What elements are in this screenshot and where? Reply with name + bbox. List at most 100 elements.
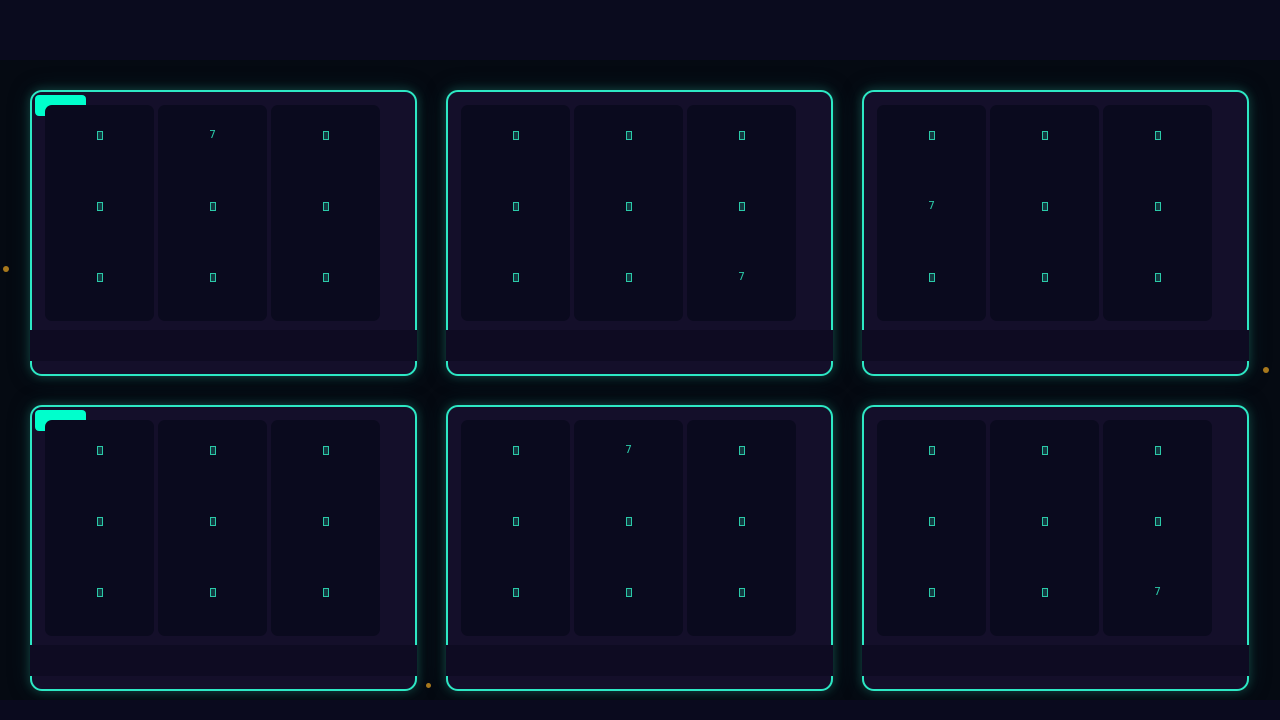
cell-glyph (877, 270, 986, 284)
card-column (990, 105, 1099, 321)
card-1[interactable]: 7 (30, 90, 417, 376)
cell-glyph (45, 585, 154, 599)
card-4[interactable] (30, 405, 417, 691)
cell-glyph (1103, 199, 1212, 213)
cell-glyph (158, 585, 267, 599)
missing-glyph-icon (322, 445, 329, 455)
missing-glyph-icon (322, 272, 329, 282)
missing-glyph-icon (512, 587, 519, 597)
cell-glyph (271, 128, 380, 142)
missing-glyph-icon (1154, 445, 1161, 455)
cell-glyph (574, 128, 683, 142)
card-5[interactable]: 7 (446, 405, 833, 691)
missing-glyph-icon (512, 272, 519, 282)
indicator-dot (1263, 367, 1269, 373)
indicator-dot (426, 683, 431, 688)
cell-glyph (1103, 443, 1212, 457)
cell-glyph (877, 514, 986, 528)
top-bar (0, 0, 1280, 60)
missing-glyph-icon (1154, 516, 1161, 526)
missing-glyph-icon (625, 587, 632, 597)
missing-glyph-icon (1041, 445, 1048, 455)
cell-glyph (1103, 270, 1212, 284)
cell-glyph (1103, 514, 1212, 528)
cell-glyph (574, 270, 683, 284)
card-footer (862, 645, 1249, 676)
missing-glyph-icon (1041, 587, 1048, 597)
card-column (461, 105, 570, 321)
card-column (877, 420, 986, 636)
card-2[interactable]: 7 (446, 90, 833, 376)
cell-glyph (990, 199, 1099, 213)
card-column (687, 420, 796, 636)
cell-glyph: 7 (928, 199, 935, 212)
card-column (990, 420, 1099, 636)
indicator-dot (3, 266, 9, 272)
missing-glyph-icon (738, 130, 745, 140)
cell-glyph (271, 514, 380, 528)
missing-glyph-icon (1041, 130, 1048, 140)
missing-glyph-icon (322, 201, 329, 211)
cell-glyph (990, 514, 1099, 528)
missing-glyph-icon (928, 130, 935, 140)
cell-glyph (990, 443, 1099, 457)
cell-glyph (158, 443, 267, 457)
missing-glyph-icon (96, 516, 103, 526)
card-6[interactable]: 7 (862, 405, 1249, 691)
cell-glyph (461, 199, 570, 213)
missing-glyph-icon (625, 130, 632, 140)
missing-glyph-icon (928, 587, 935, 597)
cell-glyph (574, 514, 683, 528)
missing-glyph-icon (1154, 201, 1161, 211)
cell-glyph (574, 199, 683, 213)
missing-glyph-icon (96, 130, 103, 140)
missing-glyph-icon (512, 445, 519, 455)
cell-glyph (687, 128, 796, 142)
missing-glyph-icon (928, 272, 935, 282)
missing-glyph-icon (512, 516, 519, 526)
card-footer (862, 330, 1249, 361)
missing-glyph-icon (928, 516, 935, 526)
missing-glyph-icon (928, 445, 935, 455)
card-footer (30, 645, 417, 676)
missing-glyph-icon (209, 445, 216, 455)
missing-glyph-icon (96, 587, 103, 597)
cell-glyph (1103, 128, 1212, 142)
card-column (271, 420, 380, 636)
missing-glyph-icon (209, 272, 216, 282)
card-column: 7 (687, 105, 796, 321)
cell-glyph: 7 (738, 270, 745, 283)
cell-glyph (158, 270, 267, 284)
cell-glyph (271, 270, 380, 284)
card-column: 7 (574, 420, 683, 636)
missing-glyph-icon (1041, 201, 1048, 211)
missing-glyph-icon (209, 201, 216, 211)
cell-glyph (461, 270, 570, 284)
missing-glyph-icon (512, 130, 519, 140)
card-column (158, 420, 267, 636)
cell-glyph (877, 128, 986, 142)
cell-glyph (271, 199, 380, 213)
missing-glyph-icon (322, 587, 329, 597)
cell-glyph (687, 514, 796, 528)
missing-glyph-icon (738, 445, 745, 455)
card-footer (446, 645, 833, 676)
missing-glyph-icon (322, 130, 329, 140)
cell-glyph: 7 (1154, 585, 1161, 598)
cell-glyph (45, 514, 154, 528)
card-column (574, 105, 683, 321)
cell-glyph (45, 199, 154, 213)
card-column: 7 (158, 105, 267, 321)
missing-glyph-icon (738, 201, 745, 211)
missing-glyph-icon (1041, 516, 1048, 526)
cell-glyph (45, 443, 154, 457)
card-column (271, 105, 380, 321)
cell-glyph (877, 585, 986, 599)
card-footer (446, 330, 833, 361)
card-3[interactable]: 7 (862, 90, 1249, 376)
missing-glyph-icon (209, 516, 216, 526)
cell-glyph (461, 128, 570, 142)
bottom-bar (0, 700, 1280, 720)
missing-glyph-icon (209, 587, 216, 597)
cell-glyph (158, 514, 267, 528)
